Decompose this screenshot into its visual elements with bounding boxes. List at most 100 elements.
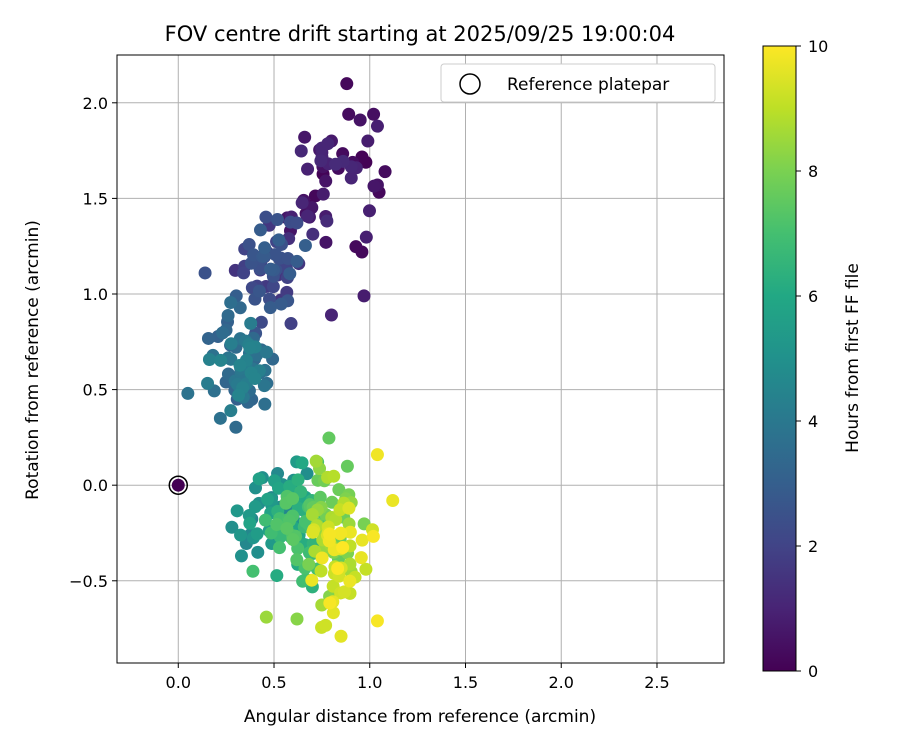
colorbar-tick-label: 4 — [808, 412, 818, 431]
data-point — [225, 520, 239, 534]
y-axis-ticks: −0.5 0.0 0.5 1.0 1.5 2.0 — [69, 94, 117, 591]
colorbar-tick-label: 6 — [808, 287, 818, 306]
data-point — [314, 564, 328, 578]
data-point — [221, 309, 235, 323]
y-tick-label: 1.5 — [83, 189, 108, 208]
x-tick-label: 0.0 — [166, 673, 191, 692]
data-point — [230, 504, 244, 518]
data-point — [261, 492, 275, 506]
data-point — [305, 573, 319, 587]
data-point — [232, 388, 246, 402]
data-point — [290, 254, 304, 268]
data-point — [332, 483, 346, 497]
x-axis-ticks: 0.0 0.5 1.0 1.5 2.0 2.5 — [166, 663, 670, 692]
data-point — [268, 248, 282, 262]
data-point — [202, 352, 216, 366]
colorbar-tick-label: 2 — [808, 537, 818, 556]
data-point — [258, 397, 272, 411]
colorbar-tick-label: 8 — [808, 162, 818, 181]
y-tick-label: 2.0 — [83, 94, 108, 113]
y-tick-label: 1.0 — [83, 285, 108, 304]
x-tick-label: 2.5 — [644, 673, 669, 692]
data-point — [244, 316, 258, 330]
data-point — [378, 165, 392, 179]
data-point — [286, 532, 300, 546]
data-point — [300, 209, 314, 223]
data-point — [258, 241, 272, 255]
data-point — [234, 549, 248, 563]
x-axis-label: Angular distance from reference (arcmin) — [244, 707, 596, 727]
data-point — [248, 500, 262, 514]
data-point — [274, 297, 288, 311]
data-point — [295, 456, 309, 470]
data-point — [357, 289, 371, 303]
legend-box — [440, 63, 716, 103]
data-point — [313, 490, 327, 504]
data-point — [343, 574, 357, 588]
data-point — [263, 301, 277, 315]
data-point — [315, 551, 329, 565]
data-point — [242, 238, 256, 252]
data-point — [259, 210, 273, 224]
data-point — [349, 240, 363, 254]
data-point — [359, 562, 373, 576]
data-point — [314, 154, 328, 168]
data-point — [320, 214, 334, 228]
data-point — [259, 610, 273, 624]
data-point — [273, 541, 287, 555]
data-point — [343, 525, 357, 539]
data-point — [386, 493, 400, 507]
data-point — [251, 545, 265, 559]
data-point — [336, 541, 350, 555]
data-point — [340, 459, 354, 473]
plot-frame — [116, 54, 725, 664]
chart-title: FOV centre drift starting at 2025/09/25 … — [165, 22, 676, 46]
data-point — [213, 411, 227, 425]
data-point — [370, 448, 384, 462]
data-point — [366, 529, 380, 543]
x-tick-label: 1.0 — [357, 673, 382, 692]
data-point — [266, 280, 280, 294]
data-point — [290, 612, 304, 626]
data-point — [270, 569, 284, 583]
data-point — [270, 517, 284, 531]
data-point — [321, 137, 335, 151]
data-point — [280, 521, 294, 535]
data-point — [291, 473, 305, 487]
data-point — [254, 315, 268, 329]
data-point — [201, 376, 215, 390]
colorbar: 0 2 4 6 8 10 Hours from first FF file — [762, 37, 863, 681]
x-tick-label: 2.0 — [549, 673, 574, 692]
data-point — [370, 614, 384, 628]
colorbar-tick-label: 0 — [808, 662, 818, 681]
data-point — [257, 379, 271, 393]
data-point — [290, 216, 304, 230]
data-point — [258, 513, 272, 527]
data-point — [342, 501, 356, 515]
y-tick-label: 0.5 — [83, 381, 108, 400]
colorbar-gradient — [762, 45, 797, 672]
data-point — [298, 130, 312, 144]
colorbar-tick-label: 10 — [808, 37, 828, 56]
data-point — [201, 331, 215, 345]
data-point — [243, 516, 257, 530]
data-point — [294, 144, 308, 158]
data-point — [214, 353, 228, 367]
legend-marker-icon — [459, 73, 481, 95]
data-point — [181, 386, 195, 400]
data-point — [272, 481, 286, 495]
data-point — [322, 431, 336, 445]
data-point — [359, 230, 373, 244]
data-point — [334, 629, 348, 643]
data-point — [284, 317, 298, 331]
data-point — [252, 472, 266, 486]
y-axis-label: Rotation from reference (arcmin) — [23, 220, 43, 500]
data-point — [362, 204, 376, 218]
data-point — [354, 551, 368, 565]
data-point — [331, 562, 345, 576]
y-tick-label: −0.5 — [69, 572, 108, 591]
data-point — [361, 134, 375, 148]
data-point — [272, 233, 286, 247]
data-point — [283, 267, 297, 281]
colorbar-ticks: 0 2 4 6 8 10 — [796, 37, 828, 681]
